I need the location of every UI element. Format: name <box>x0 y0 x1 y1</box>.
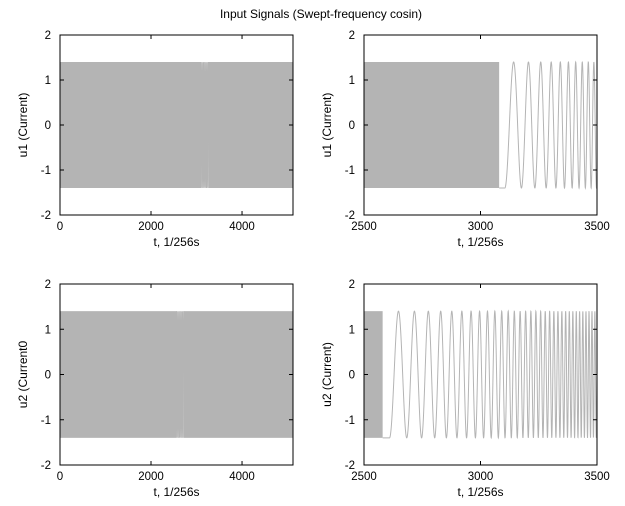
y-tick-label: 2 <box>45 30 51 42</box>
x-axis-label: t, 1/256s <box>457 235 503 249</box>
signal-band-0 <box>60 62 202 188</box>
x-tick-label: 3500 <box>584 221 610 233</box>
y-tick-label: 0 <box>349 370 355 382</box>
x-tick-label: 2500 <box>351 471 377 483</box>
panel-bottom-left: 0 2000 4000 -2 -1 0 1 2 t, 1/256s u2 (Current0 <box>16 279 294 499</box>
y-tick-label: 1 <box>45 324 51 336</box>
y-tick-label: -1 <box>345 165 355 177</box>
x-axis-label: t, 1/256s <box>153 235 199 249</box>
y-axis-label: u2 (Current) <box>320 342 334 407</box>
signal-line <box>499 60 597 190</box>
y-tick-label: 2 <box>349 279 355 291</box>
signal-line <box>382 309 597 440</box>
y-tick-label: -2 <box>41 210 51 222</box>
x-tick-label: 4000 <box>229 221 255 233</box>
y-tick-label: -2 <box>345 460 355 472</box>
x-tick-label: 3500 <box>584 471 610 483</box>
x-tick-label: 2000 <box>138 221 164 233</box>
signal-line <box>200 61 209 189</box>
plot-area <box>364 60 597 190</box>
y-tick-label: 1 <box>45 75 51 87</box>
x-tick-label: 3000 <box>468 221 494 233</box>
y-axis-label: u2 (Current0 <box>16 340 30 408</box>
panel-top-right: 2500 3000 3500 -2 -1 0 1 2 t, 1/256s u1 (Current) <box>320 30 610 249</box>
x-axis-label: t, 1/256s <box>457 485 503 499</box>
signal-band-0 <box>364 62 500 188</box>
plot-area <box>364 309 597 440</box>
panel-top-left: 0 2000 4000 -2 -1 0 1 2 t, 1/256s u1 (Current) <box>16 30 294 249</box>
y-tick-label: 0 <box>349 120 355 132</box>
plot-area <box>60 61 293 189</box>
y-tick-label: 1 <box>349 75 355 87</box>
x-axis-label: t, 1/256s <box>153 485 199 499</box>
signal-line <box>176 311 185 438</box>
y-tick-label: 2 <box>349 30 355 42</box>
x-tick-label: 4000 <box>229 471 255 483</box>
x-tick-label: 2500 <box>351 221 377 233</box>
signal-band-1 <box>208 62 293 188</box>
x-tick-label: 0 <box>57 221 63 233</box>
x-tick-label: 2000 <box>138 471 164 483</box>
y-tick-label: -2 <box>345 210 355 222</box>
signal-band-0 <box>60 311 177 438</box>
y-tick-label: 0 <box>45 120 51 132</box>
plot-area <box>60 311 293 438</box>
y-tick-label: -1 <box>41 415 51 427</box>
y-tick-label: -1 <box>41 165 51 177</box>
y-tick-label: 2 <box>45 279 51 291</box>
panel-bottom-right: 2500 3000 3500 -2 -1 0 1 2 t, 1/256s u2 (Current) <box>320 279 610 499</box>
y-tick-label: 1 <box>349 324 355 336</box>
y-axis-label: u1 (Current) <box>320 93 334 158</box>
x-tick-label: 0 <box>57 471 63 483</box>
y-tick-label: -1 <box>345 415 355 427</box>
signal-band-1 <box>183 311 293 438</box>
y-tick-label: 0 <box>45 370 51 382</box>
x-tick-label: 3000 <box>468 471 494 483</box>
y-axis-label: u1 (Current) <box>16 93 30 158</box>
y-tick-label: -2 <box>41 460 51 472</box>
figure-title: Input Signals (Swept-frequency cosin) <box>220 7 422 21</box>
signal-band-0 <box>364 311 383 438</box>
